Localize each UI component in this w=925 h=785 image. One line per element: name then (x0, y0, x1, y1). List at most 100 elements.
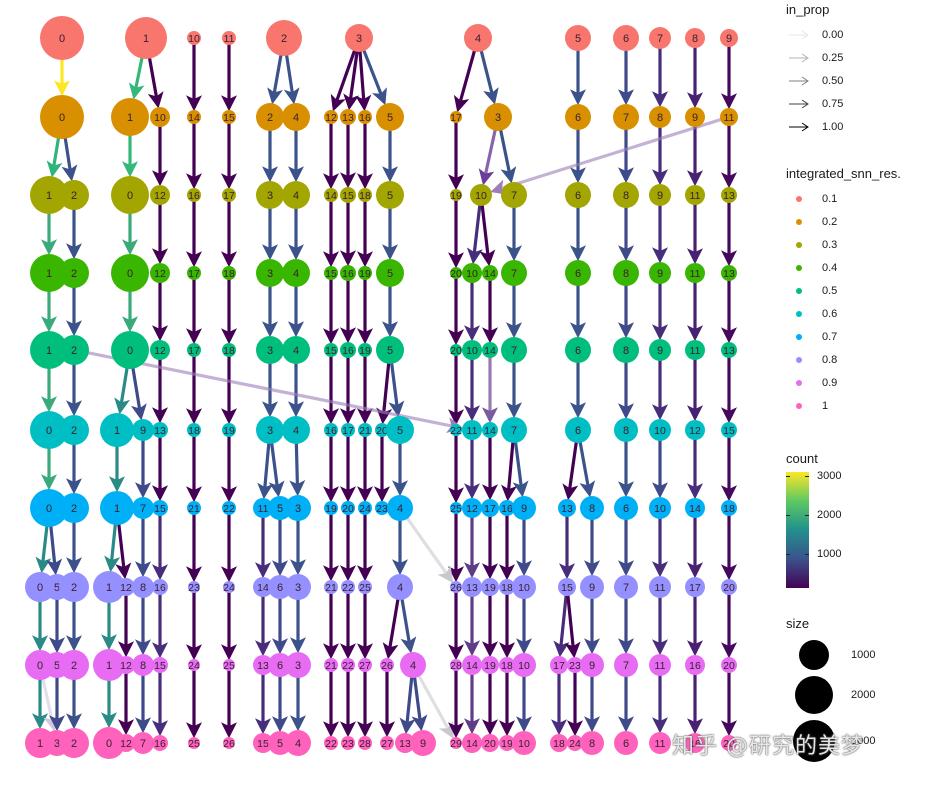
cluster-node: 7 (613, 104, 639, 130)
svg-text:21: 21 (325, 660, 337, 672)
svg-text:1: 1 (46, 190, 52, 202)
cluster-node: 16 (152, 735, 168, 751)
cluster-node: 14 (462, 733, 482, 753)
cluster-node: 5 (376, 103, 404, 131)
svg-text:19: 19 (484, 582, 496, 594)
cluster-node: 22 (341, 658, 355, 672)
svg-text:4: 4 (293, 112, 299, 124)
svg-text:11: 11 (690, 190, 701, 202)
svg-text:12: 12 (120, 738, 132, 750)
cluster-node: 13 (721, 342, 737, 358)
cluster-node: 6 (565, 417, 591, 443)
cluster-node: 9 (649, 184, 671, 206)
svg-text:22: 22 (223, 503, 235, 515)
cluster-node: 10 (512, 731, 536, 755)
svg-text:6: 6 (575, 425, 581, 437)
cluster-node: 8 (613, 337, 639, 363)
cluster-node: 20 (721, 735, 737, 751)
cluster-node: 1 (30, 254, 68, 292)
svg-text:9: 9 (657, 268, 663, 280)
svg-text:12: 12 (689, 425, 701, 437)
svg-text:19: 19 (325, 503, 337, 515)
svg-text:6: 6 (623, 738, 629, 750)
cluster-node: 4 (282, 259, 310, 287)
svg-text:0: 0 (37, 660, 43, 672)
cluster-node: 9 (580, 653, 604, 677)
colorbar-tick (786, 515, 809, 516)
svg-text:10: 10 (518, 738, 530, 750)
count-colorbar (786, 472, 809, 588)
legend-count: count 3000 2000 1000 (786, 451, 841, 588)
cluster-node: 3 (285, 574, 311, 600)
legend-in-prop-item: 1.00 (786, 115, 843, 138)
svg-text:11: 11 (655, 582, 666, 594)
svg-text:22: 22 (342, 660, 354, 672)
edge-arrow (268, 440, 285, 498)
svg-text:9: 9 (420, 738, 426, 750)
svg-text:15: 15 (325, 345, 337, 357)
svg-text:3: 3 (356, 33, 362, 45)
cluster-node: 19 (481, 578, 499, 596)
cluster-node: 18 (222, 266, 236, 280)
cluster-node: 27 (358, 658, 372, 672)
svg-text:5: 5 (54, 660, 60, 672)
cluster-node: 10 (512, 653, 536, 677)
svg-text:13: 13 (154, 425, 166, 437)
svg-text:27: 27 (359, 660, 371, 672)
cluster-node: 6 (268, 653, 292, 677)
dot-icon (786, 379, 812, 386)
cluster-node: 14 (253, 577, 273, 597)
cluster-node: 2 (59, 180, 89, 210)
legend-resolution-item: 0.9 (786, 371, 901, 394)
svg-text:6: 6 (575, 112, 581, 124)
cluster-node: 22 (450, 424, 462, 437)
cluster-node: 7 (614, 653, 638, 677)
legend-size-item: 2000 (786, 673, 875, 717)
legend-resolution: integrated_snn_res. 0.1 0.2 0.3 0.4 0.5 0.6 0.… (786, 166, 901, 417)
svg-text:10: 10 (518, 582, 530, 594)
cluster-node: 3 (256, 416, 284, 444)
cluster-node: 13 (721, 265, 737, 281)
svg-text:28: 28 (359, 738, 371, 750)
cluster-node: 0 (111, 331, 149, 369)
svg-text:5: 5 (54, 582, 60, 594)
cluster-node: 0 (40, 95, 84, 139)
svg-text:4: 4 (293, 268, 299, 280)
cluster-node: 7 (501, 182, 527, 208)
cluster-node: 12 (150, 185, 170, 205)
cluster-node: 19 (222, 423, 236, 437)
cluster-node: 18 (550, 734, 568, 752)
cluster-node: 13 (152, 422, 168, 438)
size-circle-icon (794, 676, 833, 714)
cluster-node: 6 (565, 182, 591, 208)
legend-in-prop-item: 0.25 (786, 46, 843, 69)
cluster-node: 12 (685, 420, 705, 440)
cluster-node: 14 (462, 655, 482, 675)
legend-resolution-item: 0.5 (786, 279, 901, 302)
cluster-node: 16 (187, 188, 201, 202)
legend-in-prop-title: in_prop (786, 2, 830, 17)
svg-text:25: 25 (188, 738, 200, 750)
cluster-node: 8 (614, 418, 638, 442)
cluster-node: 15 (721, 422, 737, 438)
edge-arrow (104, 521, 121, 573)
svg-text:6: 6 (623, 33, 629, 45)
edge-arrow (498, 127, 517, 184)
cluster-node: 21 (324, 658, 338, 672)
edge-arrow (128, 54, 145, 100)
cluster-node: 4 (464, 24, 492, 52)
edge-arrow (404, 515, 454, 584)
edge-arrow (416, 673, 454, 739)
svg-text:19: 19 (223, 425, 235, 437)
svg-text:2: 2 (71, 425, 77, 437)
cluster-node: 10 (187, 31, 201, 45)
edge-arrow (490, 117, 723, 195)
cluster-node: 2 (59, 335, 89, 365)
cluster-node: 10 (462, 340, 482, 360)
cluster-node: 18 (187, 423, 201, 437)
cluster-node: 10 (462, 263, 482, 283)
cluster-node: 1 (30, 176, 68, 214)
cluster-node: 1 (30, 331, 68, 369)
svg-text:2: 2 (71, 190, 77, 202)
svg-text:2: 2 (71, 503, 77, 515)
